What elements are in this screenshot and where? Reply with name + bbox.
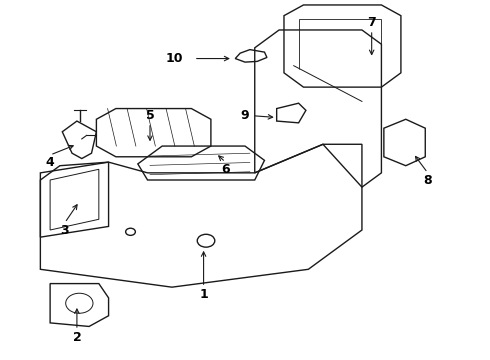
Text: 5: 5 [146, 109, 154, 122]
Text: 9: 9 [241, 109, 249, 122]
Text: 8: 8 [423, 174, 432, 186]
Text: 1: 1 [199, 288, 208, 301]
Text: 10: 10 [166, 52, 183, 65]
Text: 7: 7 [368, 16, 376, 29]
Text: 2: 2 [73, 331, 81, 344]
Text: 4: 4 [46, 156, 54, 168]
Text: 3: 3 [60, 224, 69, 237]
Text: 6: 6 [221, 163, 230, 176]
